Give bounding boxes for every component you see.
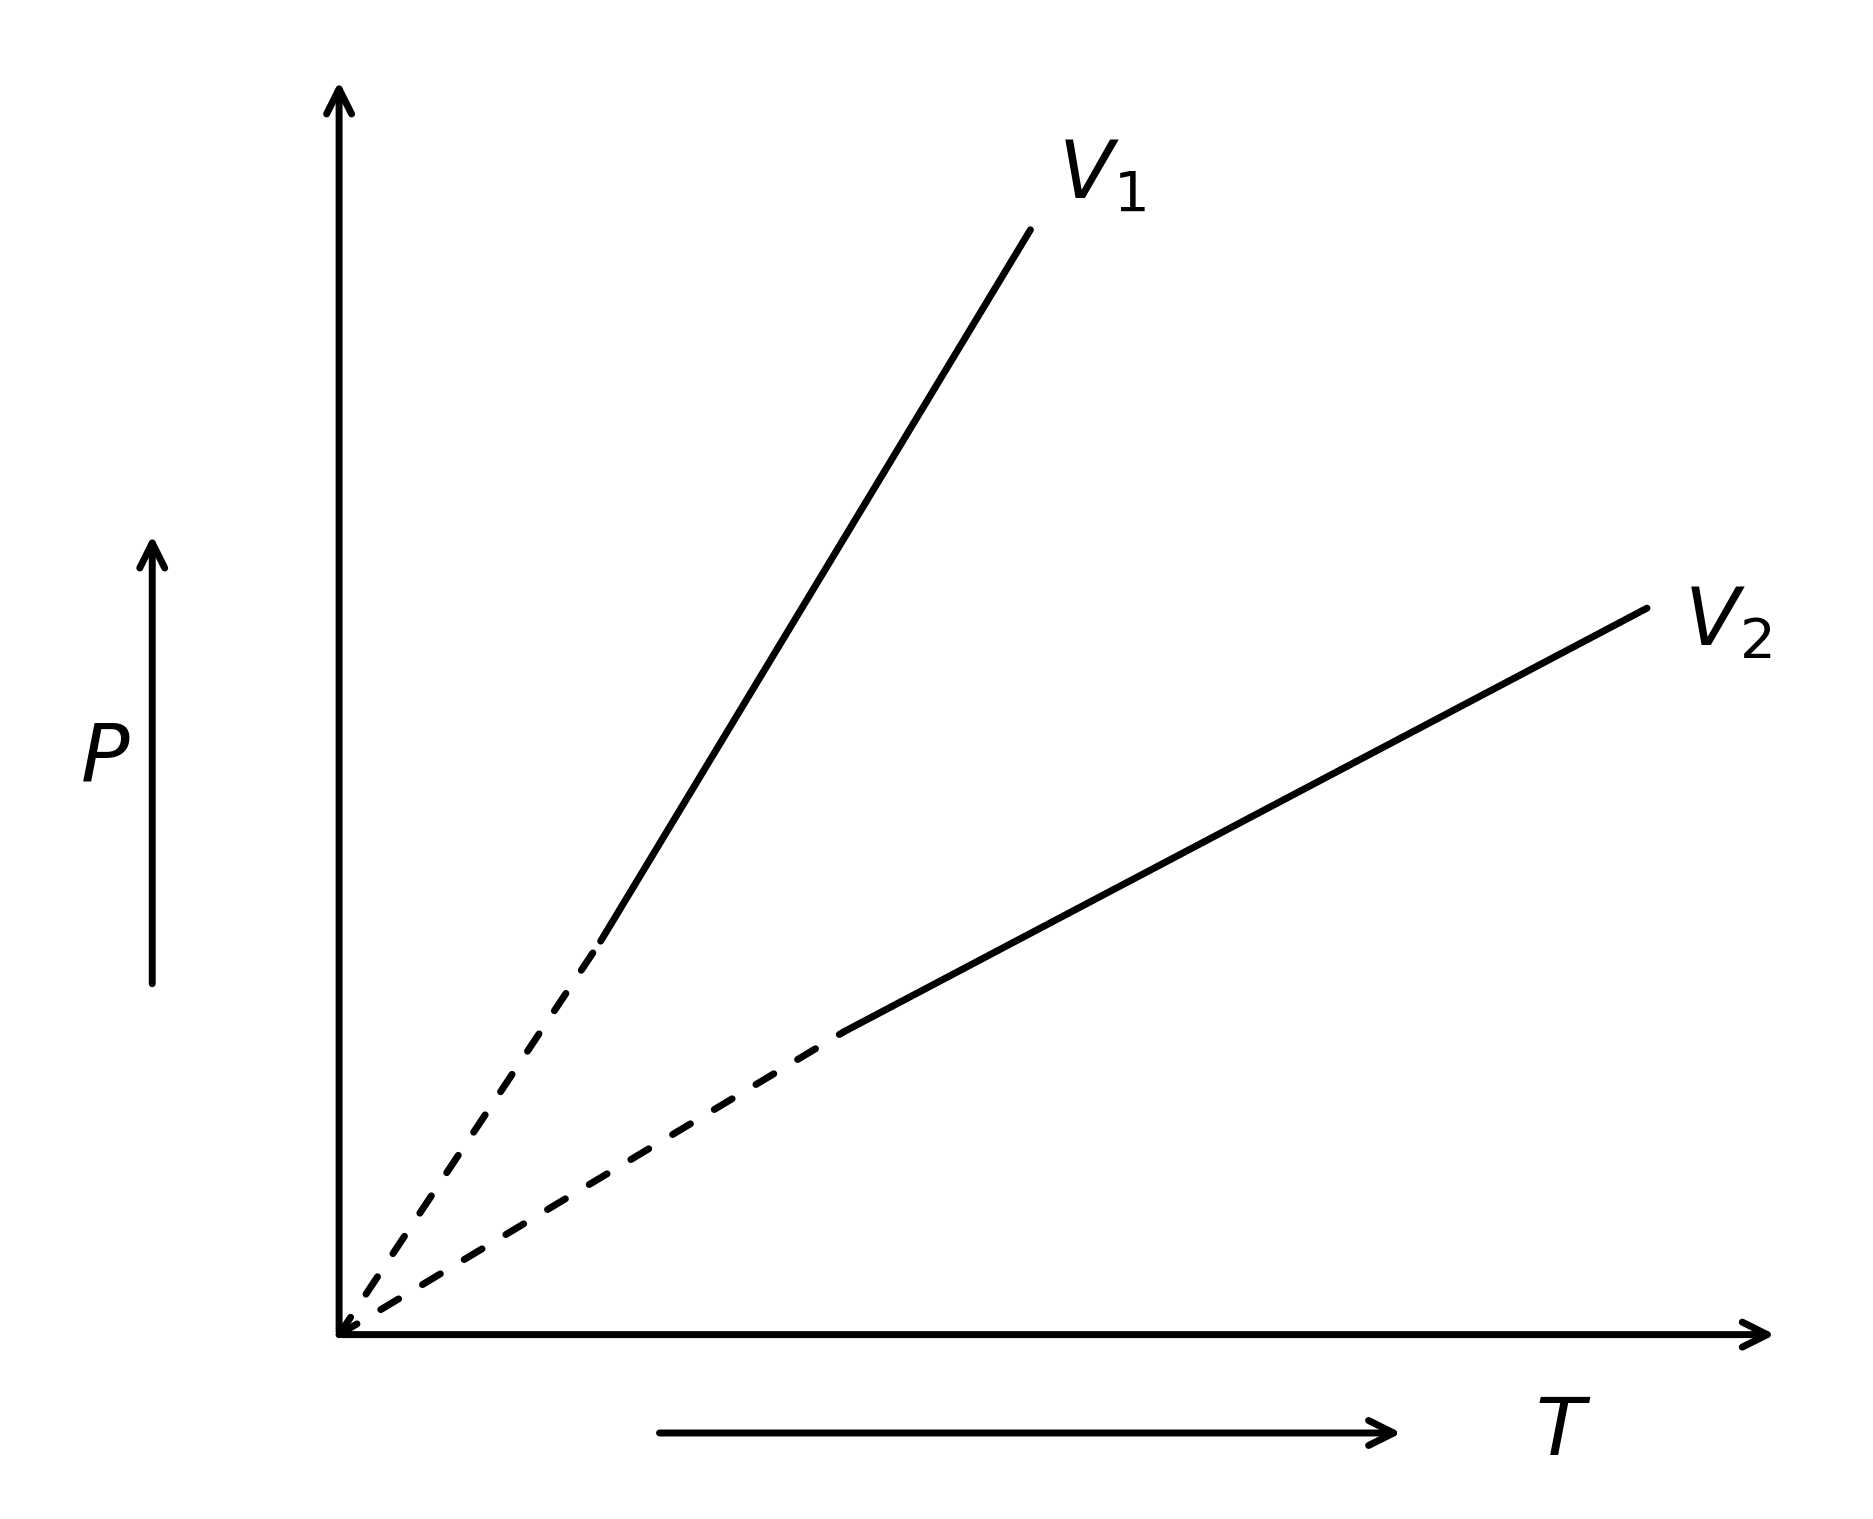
Text: $T$: $T$ <box>1534 1394 1590 1472</box>
Text: $V_1$: $V_1$ <box>1058 137 1146 214</box>
Text: $P$: $P$ <box>81 720 131 799</box>
Text: $V_2$: $V_2$ <box>1684 585 1770 662</box>
